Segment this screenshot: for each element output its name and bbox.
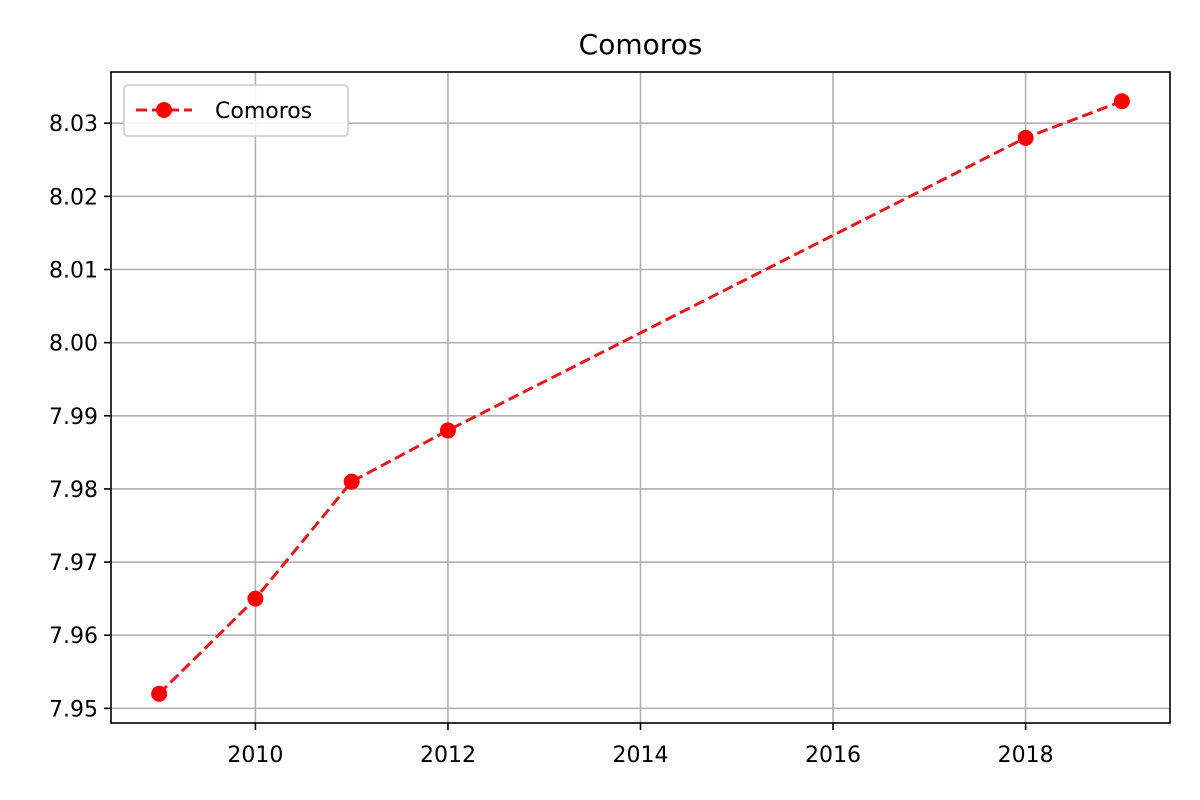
y-tick-label: 8.02 (49, 185, 98, 210)
grid-lines (111, 72, 1170, 723)
x-tick-label: 2014 (613, 743, 669, 768)
data-point-marker (151, 685, 168, 702)
y-tick-label: 7.98 (49, 478, 98, 503)
legend-label: Comoros (215, 99, 312, 124)
x-tick-label: 2010 (227, 743, 283, 768)
x-tick-label: 2018 (998, 743, 1054, 768)
data-point-marker (1113, 93, 1130, 110)
y-tick-label: 7.96 (49, 624, 98, 649)
y-tick-label: 7.95 (49, 697, 98, 722)
y-tick-label: 7.99 (49, 405, 98, 430)
legend-marker-sample (156, 102, 172, 118)
y-tick-label: 8.01 (49, 258, 98, 283)
data-point-marker (247, 590, 264, 607)
data-point-marker (343, 473, 360, 490)
data-point-marker (1017, 129, 1034, 146)
series-line (158, 99, 1123, 695)
legend: Comoros (123, 84, 349, 137)
y-tick-label: 8.03 (49, 112, 98, 137)
axes: 2010 2012 2014 2016 2018 7.95 7.96 7.97 7.98 7.99… (49, 112, 1054, 768)
chart-title: Comoros (579, 28, 703, 61)
legend-box (123, 84, 349, 137)
data-series (151, 93, 1130, 702)
y-tick-label: 7.97 (49, 551, 98, 576)
data-point-marker (439, 422, 456, 439)
x-tick-label: 2016 (805, 743, 861, 768)
y-tick-label: 8.00 (49, 332, 98, 357)
x-tick-label: 2012 (420, 743, 476, 768)
